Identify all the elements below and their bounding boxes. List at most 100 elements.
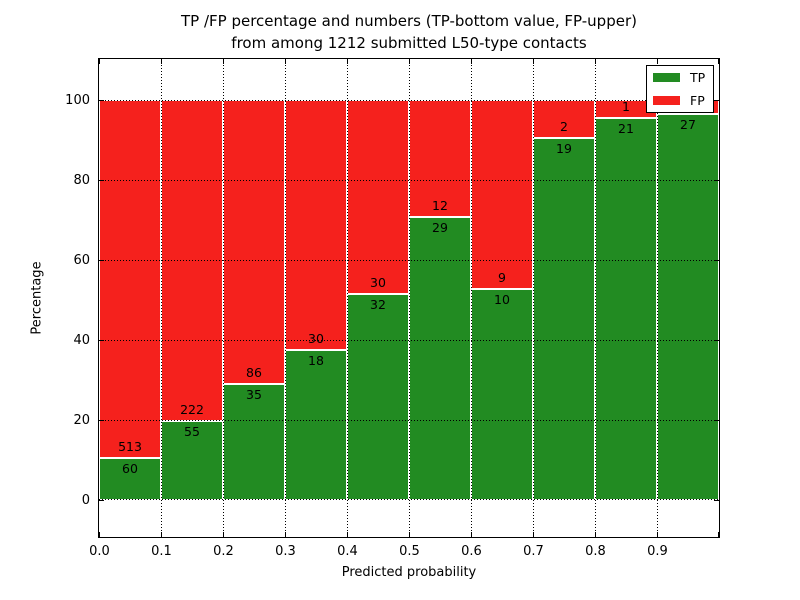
legend-item-tp: TP [647,66,713,89]
x-tick-bottom-9 [657,532,658,537]
bar-fp-0.4-0.5 [347,100,409,294]
bar-tp-0.2-0.3 [223,384,285,500]
x-tick-label-0.8: 0.8 [585,544,606,559]
bar-label-fp-0.5-0.6: 12 [432,198,448,214]
x-tick-top-5 [409,59,410,64]
y-tick-right-0 [714,500,719,501]
y-tick-left-100 [99,100,104,101]
bar-label-tp-0.7-0.8: 19 [556,141,572,157]
chart-title-line-1: TP /FP percentage and numbers (TP-bottom… [181,12,637,30]
x-tick-bottom-7 [533,532,534,537]
gridline-x-0.9 [657,59,658,537]
x-tick-bottom-3 [285,532,286,537]
x-tick-label-0.6: 0.6 [461,544,482,559]
y-tick-label-100: 100 [65,93,90,108]
gridline-x-0.6 [471,59,472,537]
bar-tp-0.6-0.7 [471,289,533,500]
y-tick-label-40: 40 [73,333,90,348]
x-tick-top-0 [99,59,100,64]
bar-tp-0.7-0.8 [533,138,595,500]
bar-label-fp-0.8-0.9: 1 [622,99,630,115]
gridline-x-0.4 [347,59,348,537]
bar-label-fp-0.2-0.3: 86 [246,365,262,381]
bar-label-tp-0.3-0.4: 18 [308,353,324,368]
gridline-x-0.1 [161,59,162,537]
x-tick-bottom-2 [223,532,224,537]
gridline-x-0.7 [533,59,534,537]
bar-fp-0.0-0.1 [99,100,161,459]
legend: TP FP [646,65,714,113]
x-tick-top-7 [533,59,534,64]
bar-label-tp-0.6-0.7: 10 [494,292,510,308]
chart-title-line-2: from among 1212 submitted L50-type conta… [231,34,587,52]
y-tick-left-60 [99,260,104,261]
x-tick-label-0.9: 0.9 [647,544,668,559]
x-tick-top-3 [285,59,286,64]
bar-fp-0.2-0.3 [223,100,285,385]
x-tick-bottom-8 [595,532,596,537]
y-tick-left-20 [99,420,104,421]
x-tick-bottom-4 [347,532,348,537]
tp-color-swatch-icon [653,73,680,82]
x-tick-label-0.2: 0.2 [213,544,234,559]
x-tick-label-0.1: 0.1 [151,544,172,559]
plot-area: 51360222558635301830321229910219121127 [98,58,720,538]
x-tick-label-0.4: 0.4 [337,544,358,559]
x-tick-bottom-1 [161,532,162,537]
bar-tp-0.1-0.2 [161,420,223,500]
y-tick-label-0: 0 [81,493,90,508]
bar-fp-0.3-0.4 [285,100,347,350]
y-axis-label: Percentage [29,261,45,335]
x-tick-top-10 [718,59,719,64]
bar-label-tp-0.1-0.2: 55 [184,423,200,439]
y-tick-left-80 [99,180,104,181]
y-tick-right-20 [714,420,719,421]
x-tick-top-6 [471,59,472,64]
y-tick-right-100 [714,100,719,101]
gridline-x-0.8 [595,59,596,537]
y-tick-left-40 [99,340,104,341]
bar-label-fp-0.0-0.1: 513 [118,439,142,455]
legend-label-fp: FP [690,92,705,108]
bar-label-tp-0.4-0.5: 32 [370,296,386,312]
gridline-x-0.2 [223,59,224,537]
x-tick-bottom-6 [471,532,472,537]
bar-tp-0.9-1.0 [657,114,719,500]
bar-label-tp-0.9-1.0: 27 [680,117,696,133]
bar-label-fp-0.1-0.2: 222 [180,401,204,417]
gridline-x-0.5 [409,59,410,537]
bar-label-fp-0.6-0.7: 9 [498,270,506,286]
x-axis-label: Predicted probability [341,565,477,580]
y-tick-right-80 [714,180,719,181]
y-tick-label-60: 60 [73,253,90,268]
bar-label-tp-0.2-0.3: 35 [246,387,262,403]
bar-label-fp-0.4-0.5: 30 [370,274,386,290]
legend-label-tp: TP [690,69,706,85]
x-tick-label-0.5: 0.5 [399,544,420,559]
bar-tp-0.0-0.1 [99,458,161,500]
y-tick-right-40 [714,340,719,341]
x-tick-label-0.7: 0.7 [523,544,544,559]
bar-label-fp-0.3-0.4: 30 [308,331,324,346]
y-tick-label-20: 20 [73,413,90,428]
legend-item-fp: FP [647,89,713,112]
x-tick-top-4 [347,59,348,64]
x-tick-bottom-10 [718,532,719,537]
x-tick-top-2 [223,59,224,64]
fp-color-swatch-icon [653,96,680,105]
bar-label-tp-0.5-0.6: 29 [432,220,448,236]
bar-fp-0.6-0.7 [471,100,533,290]
y-tick-right-60 [714,260,719,261]
bar-label-fp-0.7-0.8: 2 [560,119,568,135]
x-tick-label-0.0: 0.0 [89,544,110,559]
bar-tp-0.4-0.5 [347,293,409,500]
x-tick-bottom-0 [99,532,100,537]
bar-tp-0.8-0.9 [595,118,657,500]
x-tick-top-8 [595,59,596,64]
bar-label-tp-0.0-0.1: 60 [122,461,138,477]
x-tick-bottom-5 [409,532,410,537]
x-tick-label-0.3: 0.3 [275,544,296,559]
bar-tp-0.3-0.4 [285,350,347,500]
x-tick-top-1 [161,59,162,64]
